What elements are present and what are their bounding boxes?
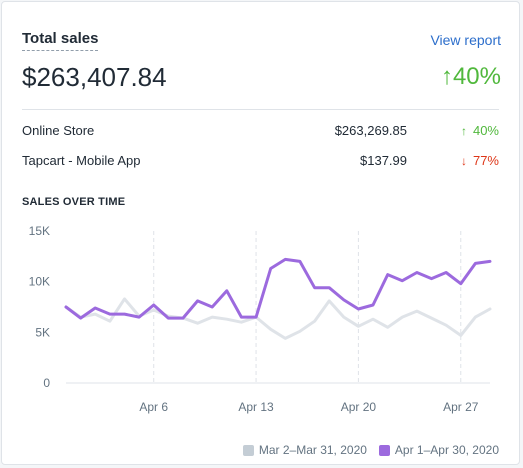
channel-value: $137.99 xyxy=(360,153,407,168)
card-title[interactable]: Total sales xyxy=(22,30,99,51)
arrow-down-icon: ↓ xyxy=(460,154,467,168)
total-change-value: 40% xyxy=(452,63,501,90)
total-sales-value: $263,407.84 xyxy=(22,62,167,92)
divider xyxy=(22,109,499,110)
channel-row-tapcart: Tapcart - Mobile App $137.99 ↓ 77% xyxy=(22,151,499,171)
channel-change-value: 77% xyxy=(472,153,499,168)
y-tick-label: 0 xyxy=(43,376,50,390)
legend-item-current[interactable]: Apr 1–Apr 30, 2020 xyxy=(378,442,499,458)
sales-over-time-chart: 15K 10K 5K 0 Apr 6 Apr 13 Apr 20 Apr 27 xyxy=(29,224,492,414)
channel-name: Online Store xyxy=(22,123,95,138)
legend-item-previous[interactable]: Mar 2–Mar 31, 2020 xyxy=(242,442,367,458)
legend-label: Mar 2–Mar 31, 2020 xyxy=(258,443,367,457)
x-tick-label: Apr 13 xyxy=(238,400,274,414)
total-change: ↑40% xyxy=(441,60,501,94)
y-tick-label: 10K xyxy=(29,275,50,289)
channel-value: $263,269.85 xyxy=(334,123,407,138)
channel-name: Tapcart - Mobile App xyxy=(22,153,141,168)
arrow-up-icon: ↑ xyxy=(440,63,453,90)
sales-over-time-title: SALES OVER TIME xyxy=(22,196,126,208)
channel-change: ↑ 40% xyxy=(461,121,499,141)
legend-swatch xyxy=(242,444,254,456)
arrow-up-icon: ↑ xyxy=(460,124,467,138)
x-tick-label: Apr 20 xyxy=(341,400,377,414)
channel-change: ↓ 77% xyxy=(461,151,499,171)
series-line-current xyxy=(64,257,492,320)
channel-row-online-store: Online Store $263,269.85 ↑ 40% xyxy=(22,121,499,141)
y-tick-label: 15K xyxy=(29,224,50,238)
series-line-previous xyxy=(64,297,492,340)
x-tick-label: Apr 6 xyxy=(139,400,168,414)
legend-swatch xyxy=(378,444,390,456)
legend-label: Apr 1–Apr 30, 2020 xyxy=(394,443,499,457)
chart-legend: Mar 2–Mar 31, 2020 Apr 1–Apr 30, 2020 xyxy=(231,442,499,458)
channel-change-value: 40% xyxy=(472,123,499,138)
y-tick-label: 5K xyxy=(35,325,50,339)
view-report-link[interactable]: View report xyxy=(430,32,501,48)
x-tick-label: Apr 27 xyxy=(443,400,479,414)
